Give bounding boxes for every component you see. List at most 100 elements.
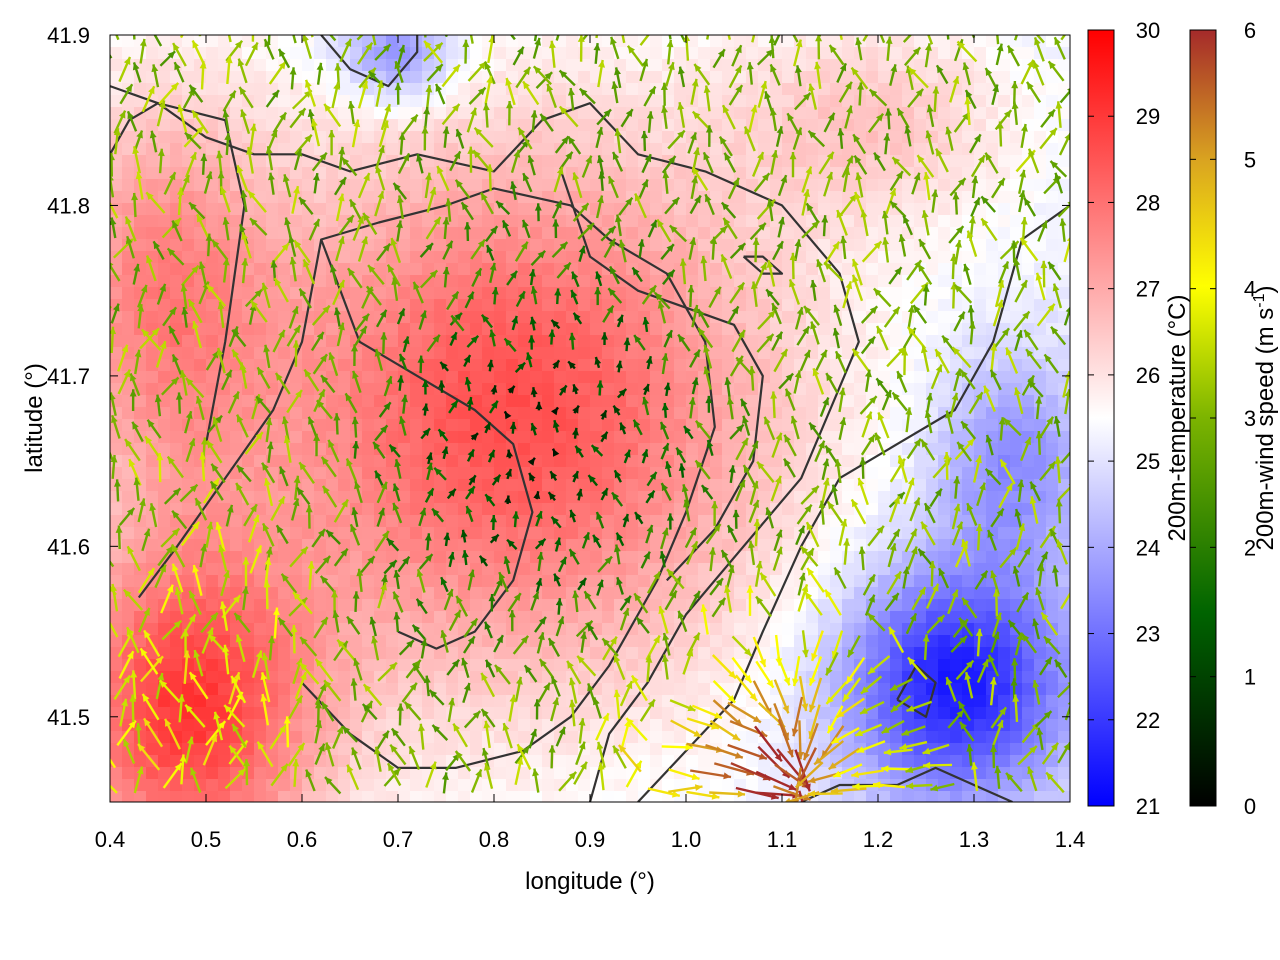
- heat-cell: [998, 539, 1011, 552]
- heat-cell: [458, 515, 471, 528]
- heat-cell: [410, 791, 423, 802]
- heat-cell: [674, 491, 687, 504]
- heat-cell: [866, 347, 879, 360]
- heat-cell: [566, 227, 579, 240]
- heat-cell: [254, 95, 267, 108]
- heat-cell: [182, 779, 195, 792]
- heat-cell: [230, 203, 243, 216]
- heat-cell: [638, 755, 651, 768]
- heat-cell: [1034, 695, 1047, 708]
- heat-cell: [302, 215, 315, 228]
- heat-cell: [494, 299, 507, 312]
- heat-cell: [650, 107, 663, 120]
- heat-cell: [854, 647, 867, 660]
- heat-cell: [650, 443, 663, 456]
- heat-cell: [986, 455, 999, 468]
- heat-cell: [890, 731, 903, 744]
- heat-cell: [230, 767, 243, 780]
- heat-cell: [386, 407, 399, 420]
- heat-cell: [494, 611, 507, 624]
- heat-cell: [134, 635, 147, 648]
- heat-cell: [194, 791, 207, 802]
- heat-cell: [350, 791, 363, 802]
- heat-cell: [242, 59, 255, 72]
- heat-cell: [518, 95, 531, 108]
- heat-cell: [386, 203, 399, 216]
- heat-cell: [1022, 395, 1035, 408]
- heat-cell: [386, 683, 399, 696]
- heat-cell: [662, 587, 675, 600]
- heat-cell: [158, 791, 171, 802]
- heat-cell: [950, 575, 963, 588]
- heat-cell: [758, 479, 771, 492]
- heat-cell: [218, 83, 231, 96]
- heat-cell: [146, 671, 159, 684]
- heat-cell: [842, 395, 855, 408]
- heat-cell: [230, 71, 243, 84]
- heat-cell: [398, 35, 411, 48]
- heat-cell: [974, 119, 987, 132]
- heat-cell: [290, 467, 303, 480]
- heat-cell: [530, 527, 543, 540]
- heat-cell: [110, 527, 123, 540]
- heat-cell: [530, 131, 543, 144]
- heat-cell: [602, 59, 615, 72]
- heat-cell: [578, 143, 591, 156]
- heat-cell: [146, 287, 159, 300]
- heat-cell: [374, 719, 387, 732]
- heat-cell: [326, 179, 339, 192]
- heat-cell: [506, 371, 519, 384]
- heat-cell: [746, 755, 759, 768]
- heat-cell: [818, 551, 831, 564]
- heat-cell: [134, 755, 147, 768]
- heat-cell: [206, 215, 219, 228]
- heat-cell: [674, 179, 687, 192]
- heat-cell: [878, 755, 891, 768]
- heat-cell: [350, 359, 363, 372]
- heat-cell: [818, 203, 831, 216]
- heat-cell: [302, 59, 315, 72]
- heat-cell: [758, 59, 771, 72]
- heat-cell: [434, 527, 447, 540]
- heat-cell: [542, 587, 555, 600]
- heat-cell: [554, 743, 567, 756]
- heat-cell: [518, 299, 531, 312]
- heat-cell: [566, 119, 579, 132]
- heat-cell: [554, 83, 567, 96]
- heat-cell: [302, 527, 315, 540]
- heat-cell: [362, 383, 375, 396]
- heat-cell: [290, 431, 303, 444]
- heat-cell: [290, 95, 303, 108]
- heat-cell: [314, 335, 327, 348]
- heat-cell: [878, 575, 891, 588]
- heat-cell: [782, 227, 795, 240]
- heat-cell: [434, 407, 447, 420]
- heat-cell: [782, 551, 795, 564]
- heat-cell: [350, 539, 363, 552]
- heat-cell: [326, 47, 339, 60]
- heat-cell: [974, 311, 987, 324]
- heat-cell: [446, 263, 459, 276]
- heat-cell: [626, 323, 639, 336]
- heat-cell: [326, 71, 339, 84]
- heat-cell: [278, 155, 291, 168]
- heat-cell: [614, 287, 627, 300]
- heat-cell: [410, 647, 423, 660]
- heat-cell: [410, 731, 423, 744]
- heat-cell: [914, 407, 927, 420]
- heat-cell: [122, 275, 135, 288]
- heat-cell: [458, 47, 471, 60]
- heat-cell: [878, 347, 891, 360]
- heat-cell: [518, 383, 531, 396]
- heat-cell: [626, 527, 639, 540]
- heat-cell: [698, 527, 711, 540]
- heat-cell: [398, 767, 411, 780]
- heat-cell: [362, 419, 375, 432]
- heat-cell: [470, 659, 483, 672]
- heat-cell: [662, 515, 675, 528]
- heat-cell: [350, 47, 363, 60]
- heat-cell: [470, 371, 483, 384]
- heat-cell: [302, 731, 315, 744]
- heat-cell: [266, 683, 279, 696]
- heat-cell: [254, 323, 267, 336]
